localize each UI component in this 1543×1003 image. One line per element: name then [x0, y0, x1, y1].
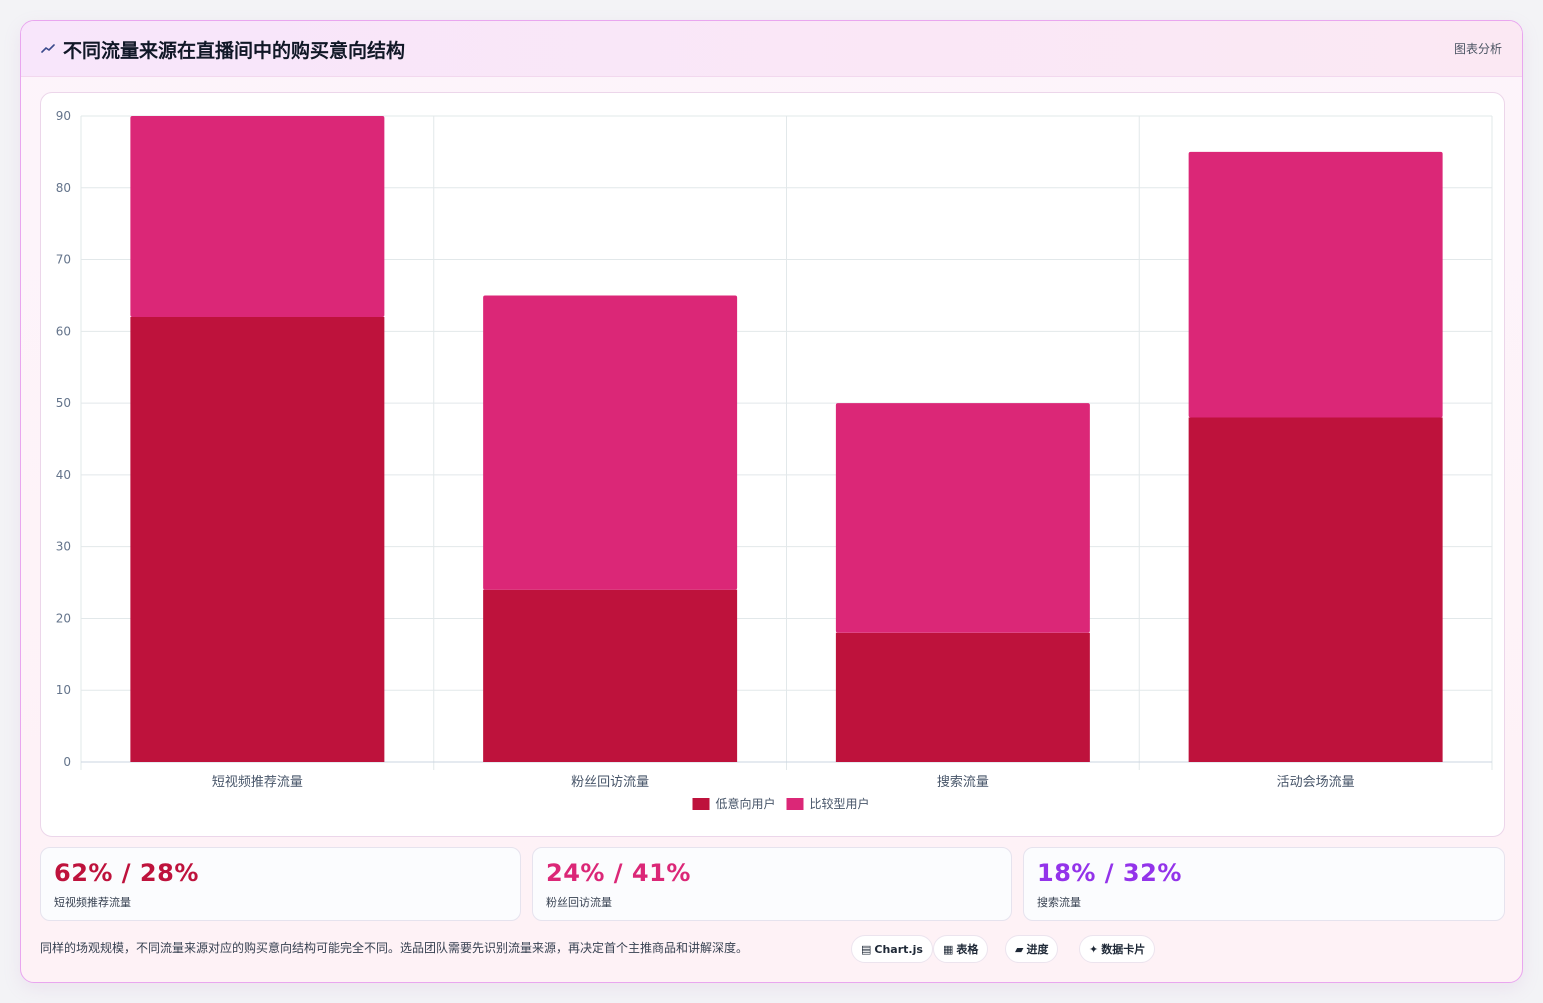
bar-segment — [130, 316, 385, 762]
x-tick-label: 活动会场流量 — [1277, 775, 1355, 790]
badge-label: 进度 — [1026, 943, 1049, 956]
bar-segment — [483, 295, 738, 590]
badge-chartjs[interactable]: ▤ Chart.js — [851, 935, 933, 963]
legend-swatch — [692, 798, 710, 810]
sparkle-icon: ✦ — [1089, 943, 1099, 956]
legend-label: 低意向用户 — [716, 796, 776, 811]
card-header: 不同流量来源在直播间中的购买意向结构 图表分析 — [21, 21, 1522, 77]
page-title: 不同流量来源在直播间中的购买意向结构 — [63, 40, 406, 62]
bar-segment — [835, 403, 1090, 633]
stat-label: 粉丝回访流量 — [546, 896, 612, 909]
stat-value: 24% / 41% — [546, 859, 691, 887]
y-tick-label: 20 — [56, 611, 71, 625]
y-tick-label: 60 — [56, 324, 71, 338]
y-tick-label: 50 — [56, 396, 71, 410]
legend-swatch — [786, 798, 804, 810]
stat-card: 62% / 28% 短视频推荐流量 — [40, 847, 521, 921]
y-tick-label: 0 — [63, 755, 71, 769]
header-tag: 图表分析 — [1453, 42, 1502, 56]
stat-value: 18% / 32% — [1037, 859, 1182, 887]
y-tick-label: 80 — [56, 181, 71, 195]
legend-label: 比较型用户 — [810, 796, 870, 811]
x-tick-label: 短视频推荐流量 — [212, 775, 303, 790]
badge-label: 表格 — [956, 943, 979, 956]
badge-table[interactable]: ▦ 表格 — [933, 935, 989, 963]
y-tick-label: 70 — [56, 253, 71, 267]
bar-segment — [1188, 417, 1443, 762]
progress-icon: ▰ — [1015, 943, 1024, 956]
stat-card: 24% / 41% 粉丝回访流量 — [532, 847, 1012, 921]
y-tick-label: 90 — [56, 109, 71, 123]
stat-value: 62% / 28% — [54, 859, 199, 887]
x-tick-label: 粉丝回访流量 — [571, 775, 649, 790]
badge-label: Chart.js — [874, 943, 923, 956]
badge-label: 数据卡片 — [1101, 943, 1146, 956]
chart-icon: ▤ — [861, 943, 872, 956]
trend-icon — [41, 44, 55, 53]
bar-segment — [1188, 151, 1443, 418]
stat-card: 18% / 32% 搜索流量 — [1023, 847, 1505, 921]
chart-panel: 0 10 20 30 40 50 60 70 80 90 短视频推荐流量 粉丝回访流量 搜索流量 活动会场… — [40, 92, 1505, 837]
stat-label: 短视频推荐流量 — [54, 896, 131, 909]
bar-segment — [835, 632, 1090, 762]
footer-note: 同样的场观规模，不同流量来源对应的购买意向结构可能完全不同。选品团队需要先识别流… — [40, 941, 749, 955]
stat-label: 搜索流量 — [1037, 896, 1081, 909]
y-tick-label: 30 — [56, 540, 71, 554]
badge-progress[interactable]: ▰ 进度 — [1005, 935, 1059, 963]
badge-data-cards[interactable]: ✦ 数据卡片 — [1079, 935, 1156, 963]
bar-segment — [130, 116, 385, 317]
stat-cards: 62% / 28% 短视频推荐流量 24% / 41% 粉丝回访流量 18% /… — [40, 847, 1505, 921]
y-tick-label: 40 — [56, 468, 71, 482]
x-tick-label: 搜索流量 — [937, 775, 989, 790]
chart-card: 不同流量来源在直播间中的购买意向结构 图表分析 0 10 20 30 40 50 60 70 8… — [20, 20, 1523, 983]
stacked-bar-chart: 0 10 20 30 40 50 60 70 80 90 短视频推荐流量 粉丝回访流量 搜索流量 活动会场… — [56, 109, 1493, 811]
table-icon: ▦ — [943, 943, 954, 956]
bar-segment — [483, 589, 738, 762]
y-tick-label: 10 — [56, 683, 71, 697]
